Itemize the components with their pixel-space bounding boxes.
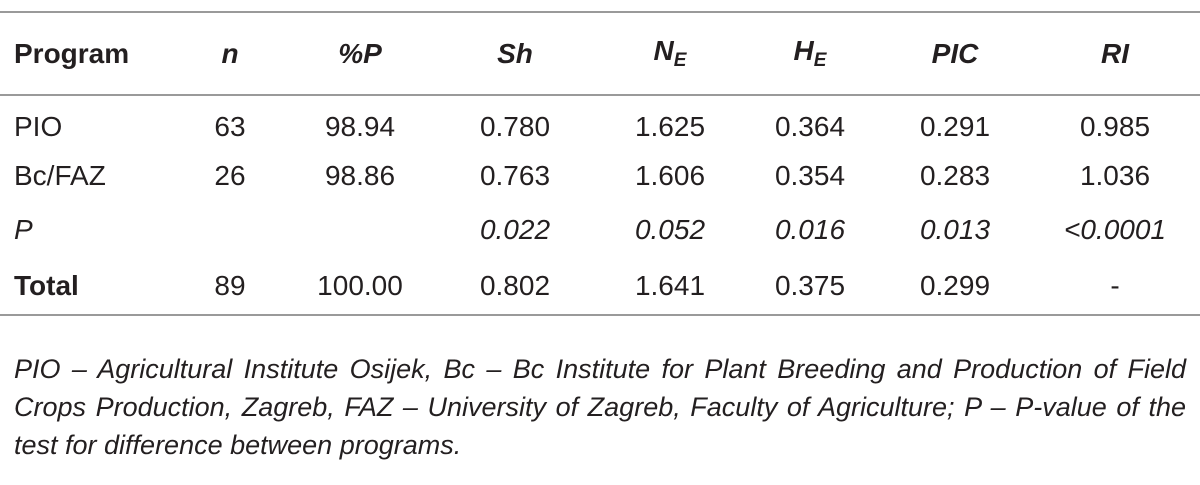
header-text: n bbox=[221, 37, 239, 69]
table-cell: 26 bbox=[214, 160, 246, 191]
table-cell: - bbox=[1110, 269, 1120, 301]
header-cell: n bbox=[170, 12, 290, 95]
header-text: %P bbox=[338, 37, 382, 69]
row-label: PIO bbox=[14, 111, 63, 142]
header-cell: Program bbox=[0, 12, 170, 95]
row-label: Total bbox=[14, 269, 79, 301]
table-row: Total 89 100.00 0.802 1.641 0.375 0.299 - bbox=[0, 257, 1200, 315]
header-cell: PIC bbox=[880, 12, 1030, 95]
footnote: PIO – Agricultural Institute Osijek, Bc … bbox=[14, 354, 1186, 460]
table-cell bbox=[290, 203, 430, 257]
table-cell: 0.022 bbox=[479, 214, 551, 245]
table-cell: 1.036 bbox=[1079, 160, 1151, 191]
table-cell: 1.625 bbox=[634, 111, 706, 142]
header-text: Program bbox=[14, 37, 130, 69]
table-cell: 0.052 bbox=[634, 214, 706, 245]
row-label: Bc/FAZ bbox=[14, 160, 106, 191]
table-cell: 0.763 bbox=[479, 160, 551, 191]
table-cell: 98.86 bbox=[324, 160, 396, 191]
header-row: Program n %P Sh NE HE PIC RI bbox=[0, 12, 1200, 95]
header-cell: Sh bbox=[430, 12, 600, 95]
table-cell: 0.016 bbox=[774, 214, 846, 245]
table-cell bbox=[170, 203, 290, 257]
header-subscript: E bbox=[813, 50, 827, 71]
row-label: P bbox=[14, 214, 33, 245]
header-subscript: E bbox=[673, 50, 687, 71]
header-cell: RI bbox=[1030, 12, 1200, 95]
table-cell: 0.780 bbox=[479, 111, 551, 142]
header-text: Sh bbox=[497, 37, 533, 69]
table-cell: 0.291 bbox=[919, 111, 991, 142]
header-text: RI bbox=[1101, 37, 1129, 69]
table-cell: 0.364 bbox=[774, 111, 846, 142]
table-cell: <0.0001 bbox=[1064, 214, 1166, 245]
table-cell: 100.00 bbox=[317, 269, 403, 301]
table-cell: 1.641 bbox=[634, 269, 706, 301]
header-cell: HE bbox=[740, 12, 880, 95]
table-cell: 0.013 bbox=[919, 214, 991, 245]
header-text: H bbox=[793, 35, 814, 66]
table-row: P 0.022 0.052 0.016 0.013 <0.0001 bbox=[0, 203, 1200, 257]
table-cell: 89 bbox=[214, 269, 246, 301]
table-row: Bc/FAZ 26 98.86 0.763 1.606 0.354 0.283 1.036 bbox=[0, 149, 1200, 203]
header-cell: NE bbox=[600, 12, 740, 95]
table-cell: 0.802 bbox=[479, 269, 551, 301]
table-cell: 0.299 bbox=[919, 269, 991, 301]
table-row: PIO 63 98.94 0.780 1.625 0.364 0.291 0.985 bbox=[0, 95, 1200, 149]
table-cell: 1.606 bbox=[634, 160, 706, 191]
header-text: N bbox=[653, 35, 674, 66]
table-cell: 0.985 bbox=[1079, 111, 1151, 142]
data-table: Program n %P Sh NE HE PIC RI PIO 63 98.94 0.780 1.6… bbox=[0, 11, 1200, 316]
table-cell: 0.354 bbox=[774, 160, 846, 191]
table-cell: 0.375 bbox=[774, 269, 846, 301]
table-cell: 63 bbox=[214, 111, 246, 142]
header-text: PIC bbox=[931, 37, 979, 69]
header-cell: %P bbox=[290, 12, 430, 95]
table-cell: 0.283 bbox=[919, 160, 991, 191]
table-cell: 98.94 bbox=[324, 111, 396, 142]
